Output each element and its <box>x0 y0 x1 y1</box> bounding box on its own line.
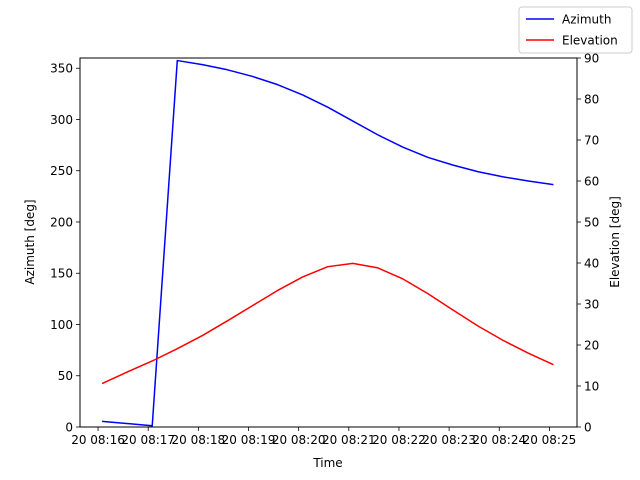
x-tick-label: 20 08:24 <box>472 433 526 447</box>
y-right-tick-label: 60 <box>584 174 599 188</box>
y-axis-right: 0 10 20 30 40 50 60 70 80 90 <box>577 51 599 434</box>
y-right-tick-label: 20 <box>584 338 599 352</box>
x-tick-label: 20 08:20 <box>272 433 326 447</box>
x-tick-label: 20 08:21 <box>322 433 376 447</box>
y-left-tick-label: 50 <box>58 369 73 383</box>
y-left-tick-label: 150 <box>50 267 73 281</box>
y-left-tick-label: 0 <box>65 420 73 434</box>
x-tick-label: 20 08:23 <box>422 433 476 447</box>
y-left-tick-label: 100 <box>50 318 73 332</box>
x-tick-label: 20 08:19 <box>222 433 276 447</box>
x-tick-label: 20 08:25 <box>523 433 577 447</box>
plot-area <box>79 57 578 428</box>
series-line-azimuth <box>102 59 554 427</box>
y-axis-left: 0 50 100 150 200 250 300 350 <box>50 62 80 434</box>
legend-elevation-label: Elevation <box>562 34 618 48</box>
y-left-tick-label: 200 <box>50 215 73 229</box>
y-right-tick-label: 80 <box>584 92 599 106</box>
legend: Azimuth Elevation <box>518 6 633 54</box>
x-tick-label: 20 08:16 <box>71 433 125 447</box>
x-tick-label: 20 08:22 <box>372 433 426 447</box>
y-left-tick-label: 350 <box>50 62 73 76</box>
y-right-tick-label: 10 <box>584 379 599 393</box>
series-line-elevation <box>101 262 554 385</box>
x-tick-label: 20 08:18 <box>172 433 226 447</box>
y-right-tick-label: 90 <box>584 51 599 65</box>
y-right-tick-label: 0 <box>584 420 592 434</box>
y-right-tick-label: 40 <box>584 256 599 270</box>
axes-frame <box>79 57 578 428</box>
series-layer <box>101 59 554 427</box>
y-right-tick-label: 70 <box>584 133 599 147</box>
y-left-tick-label: 300 <box>50 113 73 127</box>
y-axis-right-label: Elevation [deg] <box>608 196 622 288</box>
y-left-tick-label: 250 <box>50 164 73 178</box>
legend-azimuth-label: Azimuth <box>562 13 611 27</box>
y-axis-left-label: Azimuth [deg] <box>23 199 37 284</box>
x-axis-label: Time <box>312 456 342 470</box>
y-right-tick-label: 30 <box>584 297 599 311</box>
y-right-tick-label: 50 <box>584 215 599 229</box>
x-tick-label: 20 08:17 <box>121 433 175 447</box>
